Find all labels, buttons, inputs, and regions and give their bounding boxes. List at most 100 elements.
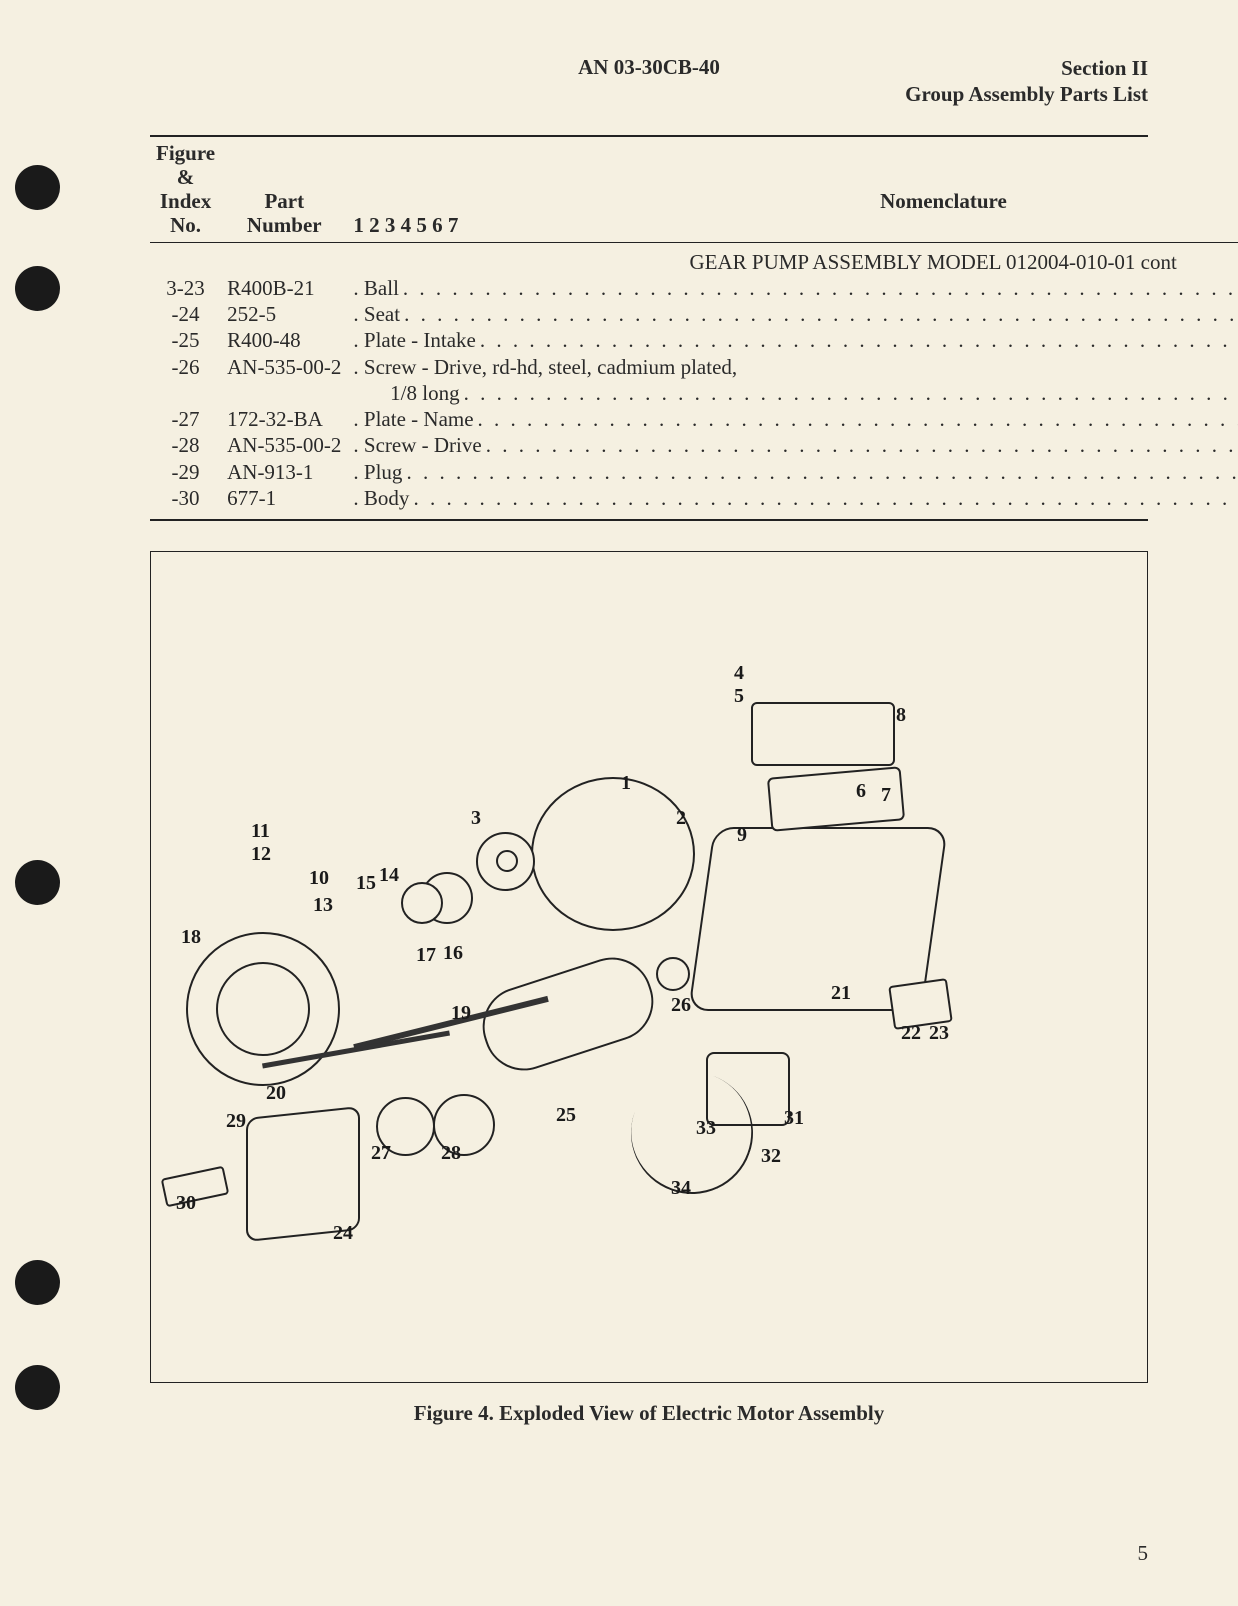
callout-number: 19 [451, 1002, 471, 1025]
cover-shape [751, 702, 895, 766]
washer3-shape [401, 882, 443, 924]
armature-shape [472, 947, 663, 1081]
motor-housing-shape [531, 777, 695, 931]
table-row: 1/8 long2All [150, 380, 1238, 406]
cell-part: AN-535-00-2 [221, 432, 347, 458]
figure-caption: Figure 4. Exploded View of Electric Moto… [150, 1401, 1148, 1426]
cell-index: -26 [150, 354, 221, 380]
col-nomenclature: Nomenclature 1 2 3 4 5 6 7 [347, 139, 1238, 240]
callout-number: 33 [696, 1117, 716, 1140]
punch-hole [15, 1365, 60, 1410]
cell-part: R400-48 [221, 327, 347, 353]
callout-number: 9 [737, 824, 747, 847]
col-part: Part Number [221, 139, 347, 240]
callout-number: 24 [333, 1222, 353, 1245]
cell-part: AN-913-1 [221, 459, 347, 485]
cell-index: -24 [150, 301, 221, 327]
table-row: 3-23R400B-21. Ball1All [150, 275, 1238, 301]
cell-nomenclature: . Seat [347, 301, 1238, 327]
callout-number: 28 [441, 1142, 461, 1165]
cell-part [221, 380, 347, 406]
cell-index: -25 [150, 327, 221, 353]
washer-inner-shape [496, 850, 518, 872]
cell-part: R400B-21 [221, 275, 347, 301]
callout-number: 14 [379, 864, 399, 887]
table-body: GEAR PUMP ASSEMBLY MODEL 012004-010-01 c… [150, 240, 1238, 512]
section-title: GEAR PUMP ASSEMBLY MODEL 012004-010-01 c… [150, 249, 1238, 275]
callout-number: 2 [676, 807, 686, 830]
callout-number: 26 [671, 994, 691, 1017]
callout-number: 8 [896, 704, 906, 727]
cell-index: -29 [150, 459, 221, 485]
callout-number: 3 [471, 807, 481, 830]
callout-number: 13 [313, 894, 333, 917]
cell-nomenclature: . Ball [347, 275, 1238, 301]
cell-index: -30 [150, 485, 221, 511]
callout-number: 7 [881, 784, 891, 807]
cell-index: -27 [150, 406, 221, 432]
callout-number: 30 [176, 1192, 196, 1215]
callout-number: 15 [356, 872, 376, 895]
cell-part: 172-32-BA [221, 406, 347, 432]
callout-number: 34 [671, 1177, 691, 1200]
callout-number: 22 [901, 1022, 921, 1045]
cell-nomenclature: 1/8 long [347, 380, 1238, 406]
table-row: -30677-1. Body1All [150, 485, 1238, 511]
table-row: -24252-5. Seat1All [150, 301, 1238, 327]
callout-number: 32 [761, 1145, 781, 1168]
punch-hole [15, 266, 60, 311]
page-number: 5 [1138, 1541, 1149, 1566]
callout-number: 31 [784, 1107, 804, 1130]
callout-number: 1 [621, 772, 631, 795]
callout-number: 17 [416, 944, 436, 967]
callout-number: 18 [181, 926, 201, 949]
cell-part: 677-1 [221, 485, 347, 511]
callout-number: 23 [929, 1022, 949, 1045]
callout-number: 16 [443, 942, 463, 965]
rule [150, 135, 1148, 137]
cell-index: -28 [150, 432, 221, 458]
cell-nomenclature: . Plug [347, 459, 1238, 485]
punch-hole [15, 860, 60, 905]
cell-index: 3-23 [150, 275, 221, 301]
table-head: Figure & Index No. Part Number Nomenclat… [150, 139, 1238, 240]
callout-number: 5 [734, 685, 744, 708]
callout-number: 12 [251, 843, 271, 866]
callout-number: 21 [831, 982, 851, 1005]
rule [150, 242, 1238, 243]
grommet-shape [656, 957, 690, 991]
cell-nomenclature: . Screw - Drive [347, 432, 1238, 458]
punch-hole [15, 1260, 60, 1305]
table-row: -28AN-535-00-2. Screw - Drive2All [150, 432, 1238, 458]
table-row: -27172-32-BA. Plate - Name1All [150, 406, 1238, 432]
cell-nomenclature: . Body [347, 485, 1238, 511]
rule [150, 519, 1148, 521]
cell-nomenclature: . Screw - Drive, rd-hd, steel, cadmium p… [347, 354, 1238, 380]
table-row: -26AN-535-00-2. Screw - Drive, rd-hd, st… [150, 354, 1238, 380]
col-figure: Figure & Index No. [150, 139, 221, 240]
callout-number: 29 [226, 1110, 246, 1133]
section-subtitle: Group Assembly Parts List [905, 81, 1148, 107]
header-right: Section II Group Assembly Parts List [905, 55, 1148, 108]
section-label: Section II [905, 55, 1148, 81]
callout-number: 25 [556, 1104, 576, 1127]
cell-index [150, 380, 221, 406]
table-row: -25R400-48. Plate - Intake1All [150, 327, 1238, 353]
callout-number: 20 [266, 1082, 286, 1105]
callout-number: 10 [309, 867, 329, 890]
punch-hole [15, 165, 60, 210]
callout-number: 27 [371, 1142, 391, 1165]
cell-nomenclature: . Plate - Name [347, 406, 1238, 432]
callout-number: 6 [856, 780, 866, 803]
table-row: -29AN-913-1. Plug4All [150, 459, 1238, 485]
callout-number: 11 [251, 820, 270, 843]
page-header: AN 03-30CB-40 Section II Group Assembly … [150, 55, 1148, 80]
callout-number: 4 [734, 662, 744, 685]
endbell-inner-shape [216, 962, 310, 1056]
parts-table: Figure & Index No. Part Number Nomenclat… [150, 139, 1238, 511]
cell-part: 252-5 [221, 301, 347, 327]
cell-part: AN-535-00-2 [221, 354, 347, 380]
figure-box: 1234567891011121314151617181920212223242… [150, 551, 1148, 1383]
cell-nomenclature: . Plate - Intake [347, 327, 1238, 353]
page: AN 03-30CB-40 Section II Group Assembly … [0, 0, 1238, 1606]
